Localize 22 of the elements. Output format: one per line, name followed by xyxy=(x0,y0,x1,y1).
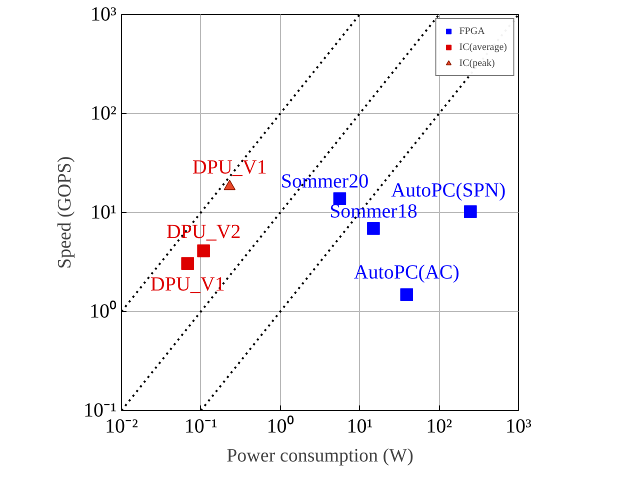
x-tick-label: 10⁻¹ xyxy=(184,416,218,438)
annotation: DPU_V2 xyxy=(166,220,241,243)
y-tick-label: 10³ xyxy=(90,4,117,26)
legend-label: IC(peak) xyxy=(459,57,495,69)
legend-label: FPGA xyxy=(459,25,485,37)
annotation: Sommer20 xyxy=(280,170,369,193)
y-tick-label: 10¹ xyxy=(90,202,117,224)
legend-label: IC(average) xyxy=(459,41,507,53)
annotation: DPU_V1 xyxy=(150,274,225,296)
annotation: Sommer18 xyxy=(330,200,418,222)
x-tick-label: 10¹ xyxy=(346,416,373,438)
x-tick-label: 10⁻² xyxy=(105,416,138,438)
annotation: DPU_V1 xyxy=(192,156,267,179)
y-tick-label: 10² xyxy=(90,102,117,124)
x-tick-label: 10⁰ xyxy=(266,414,294,438)
x-tick-label: 10² xyxy=(426,416,452,438)
x-axis-title: Power consumption (W) xyxy=(226,446,414,466)
y-axis-title: Speed (GOPS) xyxy=(54,156,76,269)
y-tick-label: 10⁰ xyxy=(90,300,116,322)
annotation: AutoPC(AC) xyxy=(354,262,460,284)
annotation: AutoPC(SPN) xyxy=(391,180,506,202)
x-tick-label: 10³ xyxy=(506,416,532,438)
